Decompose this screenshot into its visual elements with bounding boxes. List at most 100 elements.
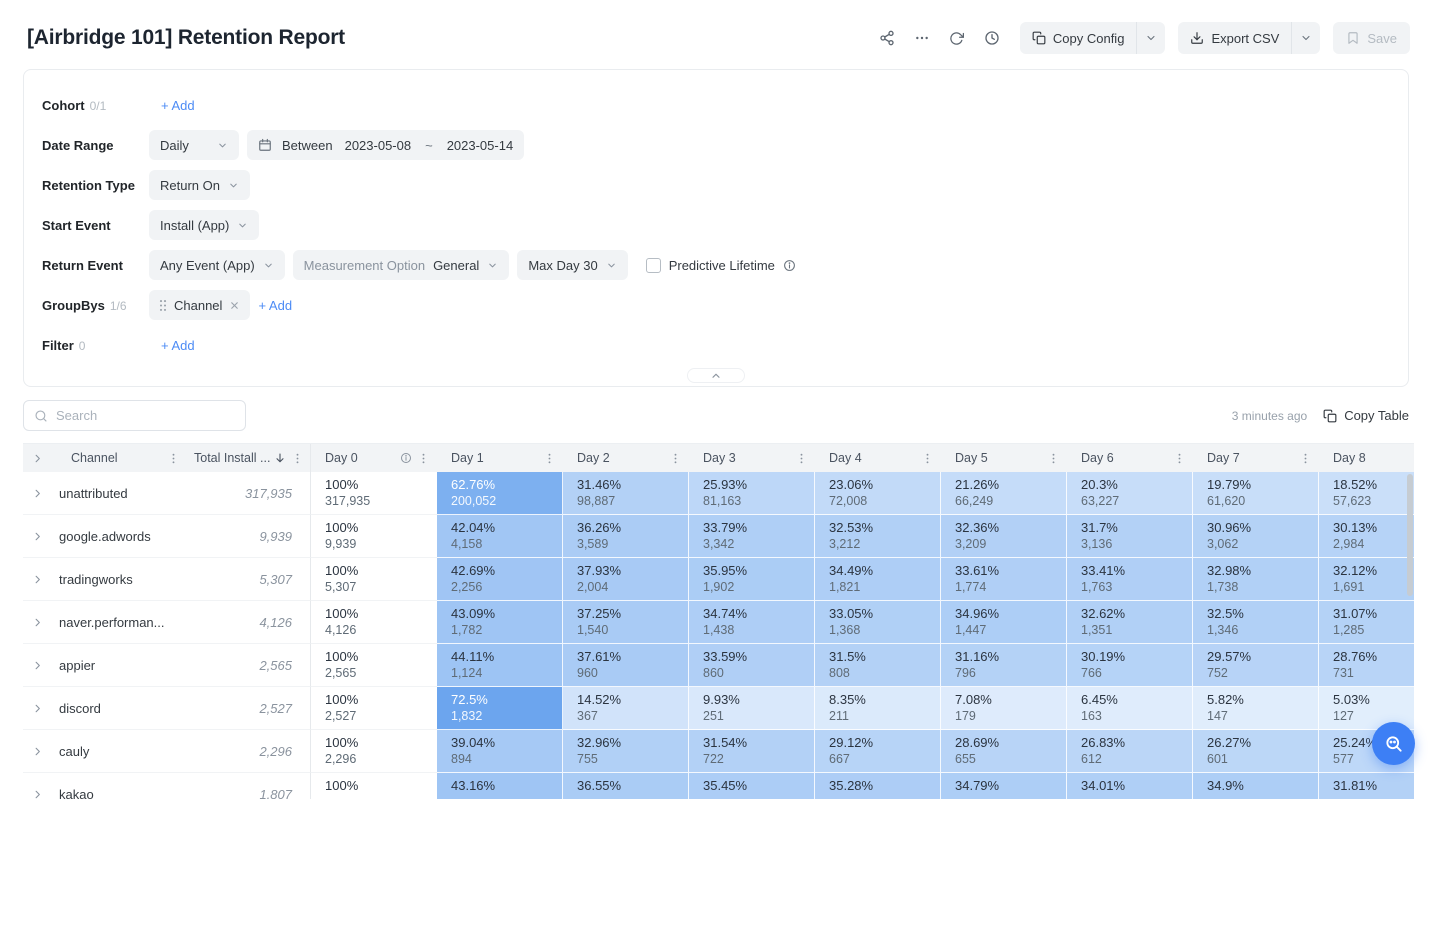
search-box[interactable] [23,400,246,431]
copy-icon [1323,409,1337,423]
save-button[interactable]: Save [1333,22,1410,54]
kebab-menu-icon[interactable] [291,452,304,465]
retention-cell: 28.76% 731 [1319,644,1414,687]
row-expander[interactable] [23,644,51,687]
copy-config-label: Copy Config [1052,30,1125,46]
max-day-select[interactable]: Max Day 30 [517,250,628,280]
expand-all-button[interactable] [23,444,51,472]
retention-type-select[interactable]: Return On [149,170,250,200]
predictive-lifetime-checkbox[interactable] [645,257,661,273]
table-toolbar: 3 minutes ago Copy Table [23,400,1409,431]
sort-desc-icon[interactable] [274,452,286,464]
predictive-lifetime-toggle[interactable]: Predictive Lifetime [645,257,796,273]
retention-cell: 31.46% 98,887 [563,472,689,515]
retention-cell: 30.96% 3,062 [1193,515,1319,558]
cohort-label: Cohort 0/1 [42,98,149,113]
kebab-menu-icon[interactable] [167,452,180,465]
groupbys-add-button[interactable]: + Add [258,297,293,313]
retention-type-row: Retention Type Return On [42,170,1390,200]
retention-cell: 43.16% [437,773,563,799]
kebab-menu-icon[interactable] [921,452,934,465]
filter-label: Filter 0 [42,338,149,353]
date-end: 2023-05-14 [446,137,514,153]
filter-add-button[interactable]: + Add [161,337,195,353]
close-icon[interactable] [229,300,240,311]
refresh-button[interactable] [942,23,972,53]
retention-cell: 28.69% 655 [941,730,1067,773]
retention-cell: 42.04% 4,158 [437,515,563,558]
column-header-day-5[interactable]: Day 5 [941,444,1067,472]
drag-handle-icon[interactable] [159,299,167,312]
history-button[interactable] [977,23,1007,53]
granularity-select[interactable]: Daily [149,130,239,160]
export-csv-button[interactable]: Export CSV [1178,22,1291,54]
copy-table-button[interactable]: Copy Table [1323,408,1409,423]
total-install-column-label: Total Install ... [194,451,271,465]
search-input[interactable] [56,408,235,423]
bookmark-icon [1346,31,1360,45]
groupby-chip-channel[interactable]: Channel [149,290,251,320]
inspect-data-fab[interactable] [1372,722,1415,765]
column-header-total-install[interactable]: Total Install ... [186,444,311,472]
column-header-day-0[interactable]: Day 0 [311,444,437,472]
groupby-chip-label: Channel [174,297,223,313]
kebab-menu-icon[interactable] [1047,452,1060,465]
channel-column-label: Channel [71,451,118,465]
column-header-day-3[interactable]: Day 3 [689,444,815,472]
column-header-day-6[interactable]: Day 6 [1067,444,1193,472]
retention-cell: 36.55% [563,773,689,799]
retention-type-value: Return On [160,177,220,193]
retention-cell: 30.13% 2,984 [1319,515,1414,558]
topbar-actions: Copy Config Export CSV Save [872,22,1410,54]
day-column-headers: Day 0 Day 1 Day 2 Day 3 Day 4 Day 5 Day 6 Day 7… [311,444,1414,472]
cohort-count: 0/1 [89,98,107,113]
column-header-day-7[interactable]: Day 7 [1193,444,1319,472]
retention-cell: 31.81% [1319,773,1414,799]
export-csv-dropdown[interactable] [1291,22,1320,54]
cohort-row: Cohort 0/1 + Add [42,90,1390,120]
retention-cell: 31.5% 808 [815,644,941,687]
granularity-value: Daily [160,137,189,153]
column-header-day-1[interactable]: Day 1 [437,444,563,472]
column-header-day-2[interactable]: Day 2 [563,444,689,472]
return-event-select[interactable]: Any Event (App) [149,250,285,280]
groupbys-count: 1/6 [109,298,127,313]
row-expander[interactable] [23,601,51,644]
chevron-up-icon [710,370,722,382]
kebab-menu-icon[interactable] [417,452,430,465]
column-header-day-8[interactable]: Day 8 [1319,444,1414,472]
retention-cell: 8.35% 211 [815,687,941,730]
date-range-picker[interactable]: Between 2023-05-08 ~ 2023-05-14 [247,130,525,160]
retention-cell: 34.74% 1,438 [689,601,815,644]
measurement-option-select[interactable]: Measurement Option General [292,250,510,280]
row-expander[interactable] [23,515,51,558]
table-row: unattributed 317,935 100% 317,935 62.76% 200,… [23,472,1414,515]
retention-cell: 100% 2,296 [311,730,437,773]
start-event-select[interactable]: Install (App) [149,210,260,240]
kebab-menu-icon[interactable] [669,452,682,465]
share-button[interactable] [872,23,902,53]
row-expander[interactable] [23,687,51,730]
start-event-label-text: Start Event [42,217,111,233]
kebab-menu-icon[interactable] [795,452,808,465]
copy-config-dropdown[interactable] [1136,22,1165,54]
row-expander[interactable] [23,558,51,601]
kebab-menu-icon[interactable] [1173,452,1186,465]
retention-cell: 32.5% 1,346 [1193,601,1319,644]
row-expander[interactable] [23,730,51,773]
row-expander[interactable] [23,472,51,515]
column-header-day-4[interactable]: Day 4 [815,444,941,472]
column-header-channel[interactable]: Channel [51,444,186,472]
copy-config-button[interactable]: Copy Config [1020,22,1137,54]
row-expander[interactable] [23,773,51,799]
cohort-add-button[interactable]: + Add [161,97,195,113]
scrollbar-thumb[interactable] [1407,474,1413,596]
more-button[interactable] [907,23,937,53]
channel-cell: tradingworks [51,558,186,601]
groupbys-label: GroupBys 1/6 [42,298,149,313]
collapse-panel-button[interactable] [687,368,745,383]
retention-cell: 34.96% 1,447 [941,601,1067,644]
kebab-menu-icon[interactable] [543,452,556,465]
kebab-menu-icon[interactable] [1299,452,1312,465]
vertical-scrollbar[interactable] [1407,474,1413,797]
